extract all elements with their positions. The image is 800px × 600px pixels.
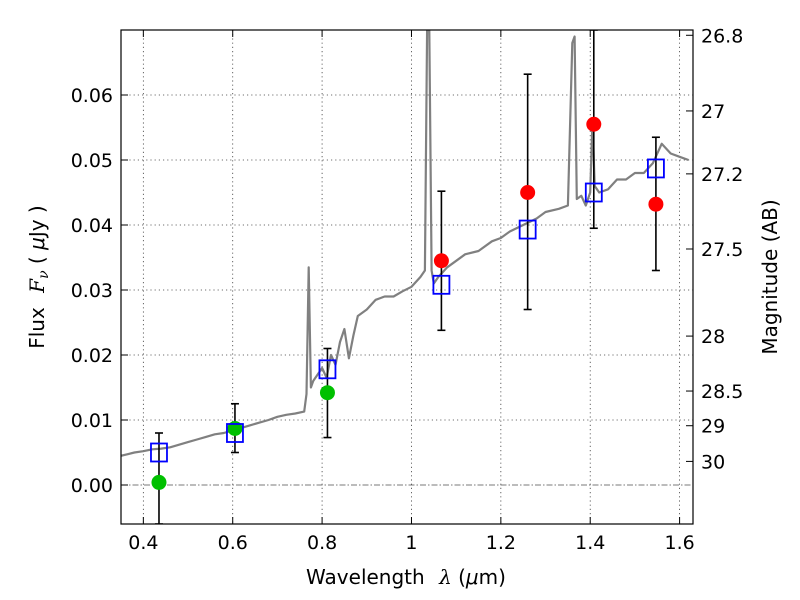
y2-tick-label-0: 26.8 xyxy=(701,25,743,47)
plot-background xyxy=(121,30,693,524)
y-tick-label-3: 0.03 xyxy=(71,280,113,302)
point-3-2 xyxy=(586,116,602,132)
y-tick-label-5: 0.05 xyxy=(71,150,113,172)
plot-frame xyxy=(120,29,694,525)
y-axis-label-unit-open: ( xyxy=(25,250,49,271)
y-tick-label-1: 0.01 xyxy=(71,410,113,432)
y-axis-label-unit-close: Jy ) xyxy=(25,205,49,239)
point-2-0 xyxy=(151,474,167,490)
model-square-4 xyxy=(518,219,537,240)
point-3-0 xyxy=(433,253,449,269)
x-tick-label-3: 1 xyxy=(405,532,417,554)
x-axis-label: Wavelength λ (μm) xyxy=(306,565,506,589)
x-tick-label-2: 0.8 xyxy=(307,532,337,554)
x-axis-label-unit-open: ( xyxy=(458,565,466,589)
model-square-1 xyxy=(226,423,244,443)
y-axis-label-symbol: F xyxy=(25,278,49,294)
y-axis-label-unit-mu: μ xyxy=(25,237,49,251)
y2-axis-label: Magnitude (AB) xyxy=(758,199,782,354)
model-square-3 xyxy=(432,274,451,295)
x-axis-label-main: Wavelength xyxy=(306,565,425,589)
x-axis-label-unit-close: m) xyxy=(479,565,506,589)
y2-tick-label-6: 29 xyxy=(701,416,725,438)
y2-tick-label-1: 27 xyxy=(701,101,725,123)
y2-tick-label-4: 28 xyxy=(701,326,725,348)
x-tick-label-1: 0.6 xyxy=(218,532,248,554)
model-square-5 xyxy=(584,182,603,203)
x-tick-label-4: 1.2 xyxy=(486,532,516,554)
y2-tick-label-5: 28.5 xyxy=(701,381,743,403)
x-tick-label-0: 0.4 xyxy=(128,532,158,554)
model-square-0 xyxy=(150,442,168,463)
point-3-1 xyxy=(520,185,536,200)
ticks: 0.4 0.6 0.8 1 1.2 1.4 1.6 0.00 0.01 0.02 0.03 0.04 0… xyxy=(71,25,744,554)
y-axis-label-subscript: ν xyxy=(36,270,52,279)
x-tick-label-5: 1.4 xyxy=(575,532,605,554)
y-tick-label-2: 0.02 xyxy=(71,345,113,367)
y2-tick-label-3: 27.5 xyxy=(701,239,743,261)
x-axis-label-symbol: λ xyxy=(438,565,452,589)
y-axis-label: Flux Fν ( μJy ) xyxy=(25,205,52,349)
y-tick-label-4: 0.04 xyxy=(71,215,113,237)
y-tick-label-6: 0.06 xyxy=(71,85,113,107)
point-2-2 xyxy=(319,385,335,401)
model-square-2 xyxy=(318,359,337,380)
plot-area xyxy=(121,30,689,524)
x-axis-label-unit-mu: μ xyxy=(465,565,479,589)
y2-tick-label-2: 27.2 xyxy=(701,164,743,186)
point-3-3 xyxy=(648,196,664,212)
model-square-6 xyxy=(647,158,665,179)
y-axis-label-main: Flux xyxy=(25,307,49,349)
x-tick-label-6: 1.6 xyxy=(664,532,694,554)
y-tick-label-0: 0.00 xyxy=(71,475,113,497)
y2-tick-label-7: 30 xyxy=(701,451,725,473)
